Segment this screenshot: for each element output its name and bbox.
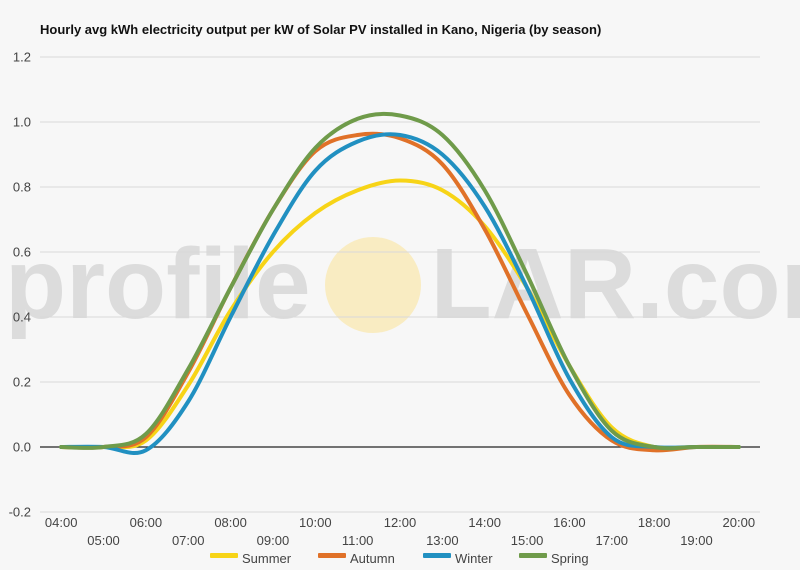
y-tick-label: 0.8 [13,180,31,195]
grid-lines [40,56,760,513]
x-tick-label: 10:00 [299,515,332,530]
x-tick-label: 15:00 [511,533,544,548]
x-axis: 04:00 06:00 08:00 10:00 12:00 14:00 16:00 18:00… [45,515,755,548]
series-line-summer [59,178,741,451]
series-lines [59,111,741,456]
legend-item-winter[interactable]: Winter [423,551,493,566]
legend-item-summer[interactable]: Summer [210,551,292,566]
y-tick-label: -0.2 [9,505,31,520]
x-tick-label: 11:00 [342,533,374,548]
legend-label-summer: Summer [242,551,292,566]
x-tick-label: 18:00 [638,515,671,530]
legend: Summer Autumn Winter Spring [210,551,589,566]
y-tick-label: 0.4 [13,310,31,325]
y-tick-label: 0.0 [13,440,31,455]
x-tick-label: 08:00 [214,515,247,530]
legend-swatch-spring [519,553,547,558]
x-tick-label: 12:00 [384,515,417,530]
chart-title: Hourly avg kWh electricity output per kW… [40,22,601,37]
x-tick-label: 19:00 [680,533,713,548]
legend-item-autumn[interactable]: Autumn [318,551,395,566]
x-tick-label: 09:00 [257,533,290,548]
x-tick-label: 14:00 [468,515,501,530]
x-tick-label: 06:00 [130,515,163,530]
legend-label-autumn: Autumn [350,551,395,566]
x-tick-label: 05:00 [87,533,120,548]
x-tick-label: 13:00 [426,533,459,548]
y-tick-label: 0.2 [13,375,31,390]
legend-label-spring: Spring [551,551,589,566]
x-tick-label: 17:00 [595,533,628,548]
x-tick-label: 20:00 [723,515,756,530]
y-tick-label: 0.6 [13,245,31,260]
series-line-spring [59,111,741,451]
legend-swatch-summer [210,553,238,558]
legend-item-spring[interactable]: Spring [519,551,589,566]
y-axis: -0.2 0.0 0.2 0.4 0.6 0.8 1.0 1.2 [9,50,31,520]
legend-label-winter: Winter [455,551,493,566]
legend-swatch-autumn [318,553,346,558]
x-tick-label: 04:00 [45,515,78,530]
series-line-winter [59,132,741,456]
y-tick-label: 1.2 [13,50,31,65]
legend-swatch-winter [423,553,451,558]
x-tick-label: 07:00 [172,533,205,548]
x-tick-label: 16:00 [553,515,586,530]
watermark-sun-icon [325,237,421,333]
y-tick-label: 1.0 [13,115,31,130]
